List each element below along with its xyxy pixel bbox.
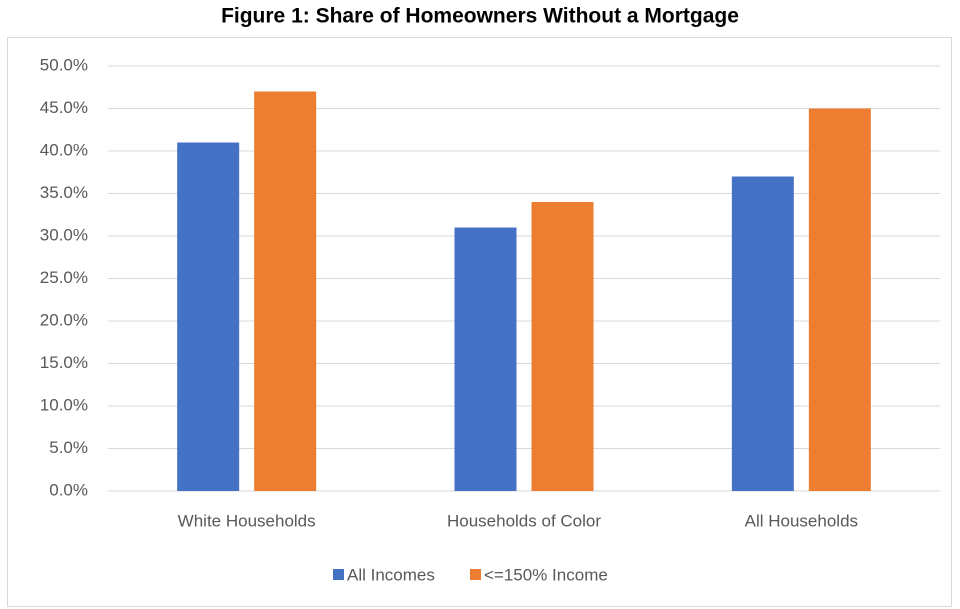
legend-swatch xyxy=(470,569,481,580)
y-tick-label: 35.0% xyxy=(40,183,88,202)
x-tick-label: Households of Color xyxy=(447,511,601,530)
y-tick-label: 45.0% xyxy=(40,98,88,117)
y-tick-label: 50.0% xyxy=(40,55,88,74)
y-tick-label: 5.0% xyxy=(49,438,88,457)
legend-swatch xyxy=(333,569,344,580)
y-tick-label: 10.0% xyxy=(40,395,88,414)
x-tick-label: White Households xyxy=(178,511,316,530)
bar xyxy=(254,91,317,491)
y-tick-label: 0.0% xyxy=(49,480,88,499)
legend-label: All Incomes xyxy=(347,565,435,584)
y-tick-label: 20.0% xyxy=(40,310,88,329)
y-tick-label: 30.0% xyxy=(40,225,88,244)
bar xyxy=(177,142,240,491)
chart-title: Figure 1: Share of Homeowners Without a … xyxy=(221,5,739,28)
bar xyxy=(731,176,794,491)
bar xyxy=(454,227,517,491)
bar xyxy=(808,108,871,491)
bar xyxy=(531,202,594,491)
y-tick-label: 40.0% xyxy=(40,140,88,159)
y-tick-label: 15.0% xyxy=(40,353,88,372)
x-tick-label: All Households xyxy=(745,511,858,530)
y-tick-label: 25.0% xyxy=(40,268,88,287)
legend-label: <=150% Income xyxy=(484,565,608,584)
